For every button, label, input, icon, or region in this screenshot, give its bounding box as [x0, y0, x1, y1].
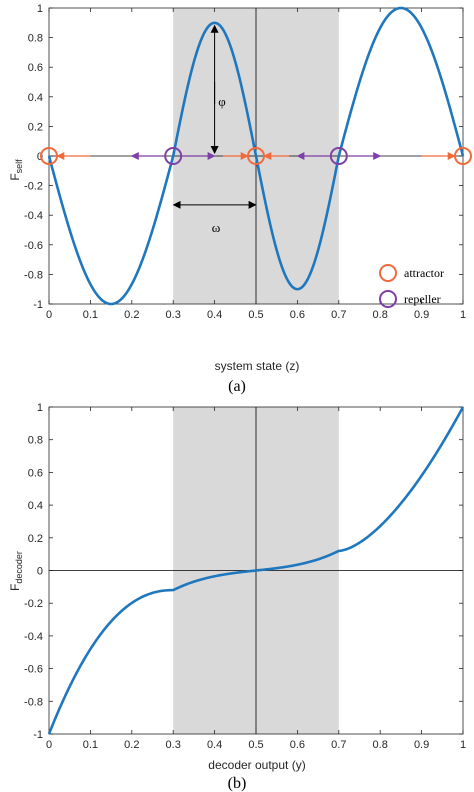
panel-a-xtick-label: 0.2	[124, 309, 139, 321]
panel-b-xtick-label: 0.4	[207, 739, 222, 751]
attractor-marker	[40, 147, 58, 165]
legend-attractor-label: attractor	[404, 266, 444, 280]
panel-a-xtick-label: 0.4	[207, 309, 222, 321]
panel-b-ytick-label: -0.6	[24, 664, 43, 676]
panel-a-xtick-label: 0	[46, 309, 52, 321]
panel-b-ytick-label: -0.8	[24, 696, 43, 708]
panel-b-ytick-label: -0.2	[24, 598, 43, 610]
panel-a-ylabel-sub: self	[14, 159, 24, 174]
panel-b-ylabel-main: F	[8, 584, 22, 591]
panel-b-ytick-label: 0.6	[28, 467, 43, 479]
panel-b-decoder: 0 0.1 0.2 0.3 0.4 0.5 0.6 0.7 0.8 0.9 1 -1 -0.8 -0.6 -…	[8, 402, 466, 792]
panel-a-ytick-label: -0.6	[24, 240, 43, 252]
panel-b-xlabel: decoder output (y)	[208, 758, 305, 772]
panel-a-ylabel: Fself	[8, 159, 24, 181]
panel-a-xtick-label: 1	[460, 309, 466, 321]
panel-b-ytick-label: -0.4	[24, 631, 43, 643]
panel-b-ylabel-sub: decoder	[14, 551, 24, 584]
repeller-marker	[329, 147, 348, 165]
panel-a-ytick-label: 0.8	[28, 33, 43, 45]
panel-a-xtick-label: 0.5	[248, 309, 263, 321]
panel-a-plot-area: 0 0.1 0.2 0.3 0.4 0.5 0.6 0.7 0.8 0.9 1 -1 -0.8 -0.6 -…	[24, 3, 472, 321]
legend: attractor repeller	[379, 264, 444, 308]
panel-b-plot-area: 0 0.1 0.2 0.3 0.4 0.5 0.6 0.7 0.8 0.9 1 -1 -0.8 -0.6 -…	[24, 402, 466, 751]
panel-b-xtick-label: 0.7	[331, 739, 346, 751]
panel-a-xtick-label: 0.7	[331, 309, 346, 321]
panel-a-xtick-label: 0.1	[83, 309, 98, 321]
panel-a-ytick-label: 0.6	[28, 62, 43, 74]
panel-a-ytick-label: -0.4	[24, 210, 43, 222]
panel-b-xtick-label: 0.3	[166, 739, 181, 751]
attractor-marker	[247, 147, 265, 165]
panel-b-xtick-label: 0.8	[373, 739, 388, 751]
panel-a-ytick-label: -0.2	[24, 181, 43, 193]
panel-b-ytick-label: 1	[37, 402, 43, 414]
panel-a-xtick-label: 0.9	[414, 309, 429, 321]
panel-b-caption: (b)	[228, 775, 247, 792]
panel-a-xtick-label: 0.3	[166, 309, 181, 321]
panel-b-xtick-label: 0.5	[248, 739, 263, 751]
panel-b-ylabel: Fdecoder	[8, 551, 24, 591]
legend-attractor-marker	[379, 264, 397, 282]
panel-a-ytick-label: -0.8	[24, 269, 43, 281]
panel-a-ytick-label: 1	[37, 3, 43, 15]
phi-annotation: φ	[218, 94, 226, 109]
legend-repeller-label: repeller	[404, 292, 441, 306]
panel-b-xtick-label: 0.1	[83, 739, 98, 751]
panel-a-ytick-label: -1	[33, 299, 43, 311]
panel-a-ytick-label: 0.2	[28, 121, 43, 133]
omega-annotation: ω	[212, 220, 221, 235]
panel-a-xtick-label: 0.6	[290, 309, 305, 321]
panel-b-ytick-label: 0.2	[28, 533, 43, 545]
panel-b-xtick-label: 0	[46, 739, 52, 751]
panel-a-xtick-label: 0.8	[373, 309, 388, 321]
panel-b-xtick-label: 0.9	[414, 739, 429, 751]
panel-a-self-map: 0 0.1 0.2 0.3 0.4 0.5 0.6 0.7 0.8 0.9 1 -1 -0.8 -0.6 -…	[8, 3, 472, 395]
panel-a-caption: (a)	[228, 378, 246, 395]
panel-b-ytick-label: -1	[33, 729, 43, 741]
panel-b-xtick-label: 0.6	[290, 739, 305, 751]
repeller-marker	[164, 147, 183, 165]
legend-repeller-marker	[379, 290, 397, 308]
panel-b-curve	[47, 406, 465, 735]
panel-a-curve	[47, 6, 465, 306]
panel-b-ytick-label: 0	[37, 566, 43, 578]
panel-a-xlabel: system state (z)	[215, 359, 300, 373]
panel-a-ylabel-main: F	[8, 173, 22, 180]
panel-a-ytick-label: 0.4	[28, 92, 43, 104]
panel-b-xtick-label: 1	[460, 739, 466, 751]
panel-b-xtick-label: 0.2	[124, 739, 139, 751]
attractor-marker	[454, 147, 472, 165]
panel-a-ytick-label: 0	[37, 151, 43, 163]
panel-b-ytick-label: 0.8	[28, 435, 43, 447]
panel-b-ytick-label: 0.4	[28, 500, 43, 512]
